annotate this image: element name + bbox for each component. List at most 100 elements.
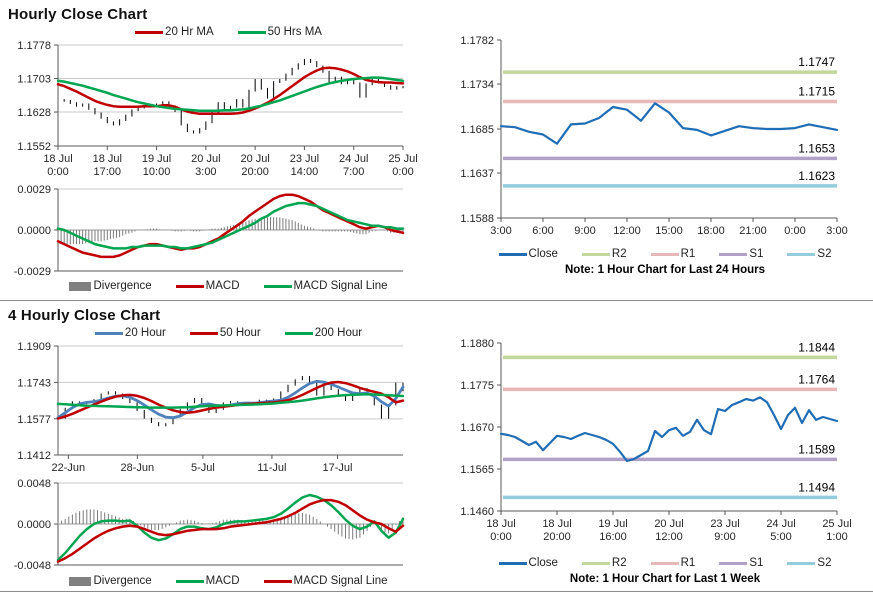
- legend-line-swatch-icon: [650, 252, 679, 256]
- svg-text:9:00: 9:00: [574, 225, 595, 237]
- hourly-right-column: 1.1782 1.1734 1.1685 1.1637 1.1588 3:00 6:00 9:…: [437, 0, 873, 300]
- legend-label: MACD: [205, 575, 240, 587]
- legend-line-swatch-icon: [498, 252, 527, 256]
- legend-item-s2: S2: [787, 557, 831, 569]
- svg-text:19 Jul: 19 Jul: [598, 518, 627, 530]
- svg-text:15:00: 15:00: [655, 225, 683, 237]
- legend-box-swatch-icon: [69, 281, 92, 291]
- svg-text:22-Jun: 22-Jun: [52, 462, 86, 474]
- legend-line-swatch-icon: [94, 331, 123, 335]
- legend-item-20-hour: 20 Hour: [94, 327, 166, 339]
- legend-item-macd: MACD: [175, 280, 240, 292]
- legend-label: R2: [611, 248, 627, 260]
- svg-text:1.1653: 1.1653: [798, 141, 835, 155]
- four-hourly-right-column: 1.1880 1.1775 1.1670 1.1565 1.1460 18 Jul 0:00…: [437, 301, 873, 591]
- legend-item-close: Close: [498, 248, 558, 260]
- hourly-macd-chart: 0.0029 0.0000 -0.0029: [14, 184, 405, 278]
- hourly-ma-legend: 20 Hr MA 50 Hrs MA: [0, 24, 437, 40]
- svg-text:1.1880: 1.1880: [460, 338, 494, 350]
- legend-line-swatch-icon: [189, 331, 218, 335]
- legend-label: MACD Signal Line: [293, 280, 388, 292]
- legend-item-r2: R2: [581, 557, 627, 569]
- svg-text:1.1623: 1.1623: [798, 169, 835, 183]
- legend-line-swatch-icon: [263, 284, 292, 288]
- legend-item-s1: S1: [719, 557, 763, 569]
- hourly-pivot-legend: Close R2 R1 S1 S2: [437, 246, 873, 262]
- svg-text:18 Jul: 18 Jul: [93, 153, 122, 165]
- svg-text:9:00: 9:00: [714, 531, 735, 543]
- svg-text:19 Jul: 19 Jul: [142, 153, 171, 165]
- svg-text:25 Jul: 25 Jul: [822, 518, 851, 530]
- section-title-hourly: Hourly Close Chart: [8, 6, 148, 23]
- svg-text:7:00: 7:00: [343, 166, 364, 178]
- svg-text:0.0000: 0.0000: [17, 519, 51, 531]
- svg-text:12:00: 12:00: [655, 531, 683, 543]
- svg-text:1.1715: 1.1715: [798, 84, 835, 98]
- legend-item-divergence: Divergence: [69, 575, 152, 587]
- legend-label: Divergence: [93, 280, 152, 292]
- svg-text:0.0048: 0.0048: [17, 478, 51, 490]
- svg-text:10:00: 10:00: [143, 166, 171, 178]
- svg-text:1:00: 1:00: [826, 531, 847, 543]
- svg-text:20:00: 20:00: [543, 531, 571, 543]
- svg-text:1.1778: 1.1778: [17, 40, 51, 52]
- legend-label: 20 Hour: [124, 327, 166, 339]
- svg-text:1.1588: 1.1588: [460, 213, 494, 225]
- svg-text:28-Jun: 28-Jun: [121, 462, 155, 474]
- svg-text:-0.0048: -0.0048: [14, 560, 51, 572]
- hourly-left-column: Hourly Close Chart 20 Hr MA 50 Hrs MA 1.1…: [0, 0, 437, 300]
- legend-item-macd-signal-line: MACD Signal Line: [263, 575, 388, 587]
- legend-item-s2: S2: [787, 248, 831, 260]
- legend-item-divergence: Divergence: [69, 280, 152, 292]
- legend-label: 50 Hrs MA: [267, 26, 322, 38]
- svg-text:1.1782: 1.1782: [460, 35, 494, 47]
- legend-label: R2: [611, 557, 627, 569]
- hourly-pivot-note: Note: 1 Hour Chart for Last 24 Hours: [565, 264, 765, 276]
- legend-line-swatch-icon: [787, 252, 816, 256]
- svg-text:18:00: 18:00: [697, 225, 725, 237]
- svg-text:17-Jul: 17-Jul: [322, 462, 352, 474]
- svg-text:3:00: 3:00: [195, 166, 216, 178]
- legend-line-swatch-icon: [263, 579, 292, 583]
- svg-text:23 Jul: 23 Jul: [710, 518, 739, 530]
- svg-text:1.1628: 1.1628: [17, 107, 51, 119]
- legend-label: S1: [749, 248, 764, 260]
- legend-line-swatch-icon: [719, 561, 748, 565]
- legend-item-r1: R1: [650, 557, 695, 569]
- weekly-pivot-legend: Close R2 R1 S1 S2: [437, 555, 873, 571]
- svg-text:5:00: 5:00: [770, 531, 791, 543]
- legend-line-swatch-icon: [135, 30, 164, 34]
- legend-label: Divergence: [93, 575, 152, 587]
- svg-text:18 Jul: 18 Jul: [486, 518, 515, 530]
- legend-line-swatch-icon: [284, 331, 313, 335]
- svg-text:1.1552: 1.1552: [17, 141, 51, 153]
- legend-line-swatch-icon: [719, 252, 748, 256]
- svg-text:18 Jul: 18 Jul: [542, 518, 571, 530]
- legend-label: S2: [817, 557, 832, 569]
- svg-text:23 Jul: 23 Jul: [290, 153, 319, 165]
- svg-text:1.1743: 1.1743: [17, 377, 51, 389]
- svg-text:1.1685: 1.1685: [460, 124, 494, 136]
- legend-label: Close: [528, 248, 558, 260]
- legend-label: S2: [817, 248, 832, 260]
- svg-text:1.1577: 1.1577: [17, 414, 51, 426]
- legend-line-swatch-icon: [498, 561, 527, 565]
- svg-text:5-Jul: 5-Jul: [191, 462, 215, 474]
- svg-text:21:00: 21:00: [739, 225, 767, 237]
- legend-line-swatch-icon: [581, 252, 610, 256]
- legend-item-20-hr-ma: 20 Hr MA: [135, 26, 214, 38]
- legend-item-50-hrs-ma: 50 Hrs MA: [237, 26, 322, 38]
- svg-text:12:00: 12:00: [613, 225, 641, 237]
- svg-text:0:00: 0:00: [392, 166, 413, 178]
- legend-item-close: Close: [498, 557, 558, 569]
- hourly-macd-legend: Divergence MACD MACD Signal Line: [0, 278, 437, 294]
- section-title-four-hourly: 4 Hourly Close Chart: [8, 307, 161, 324]
- legend-item-r1: R1: [650, 248, 695, 260]
- svg-text:1.1589: 1.1589: [798, 442, 835, 456]
- legend-item-50-hour: 50 Hour: [189, 327, 261, 339]
- legend-label: Close: [528, 557, 558, 569]
- legend-label: 20 Hr MA: [165, 26, 214, 38]
